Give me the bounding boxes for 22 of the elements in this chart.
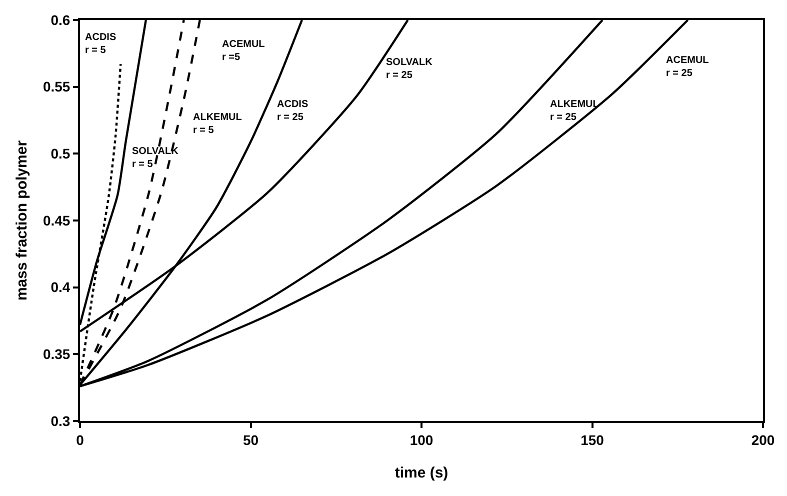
y-tick-label: 0.4 <box>50 279 70 296</box>
annotation: ACEMUL r =5 <box>222 39 265 63</box>
x-tick-label: 50 <box>242 432 259 448</box>
x-tick-label: 200 <box>751 432 775 448</box>
x-axis-title: time (s) <box>394 464 448 482</box>
annotation: ALKEMUL r = 5 <box>193 112 242 136</box>
annotation: ACDIS r = 25 <box>277 99 308 123</box>
y-tick-label: 0.6 <box>50 12 70 28</box>
x-tick-label: 0 <box>76 432 84 448</box>
y-tick-label: 0.45 <box>42 212 70 228</box>
annotation: SOLVALK r = 5 <box>132 146 180 170</box>
y-tick-label: 0.5 <box>50 146 70 162</box>
y-tick-label: 0.35 <box>42 346 70 362</box>
annotation: SOLVALK r = 25 <box>386 57 434 81</box>
y-tick-label: 0.55 <box>42 78 70 95</box>
annotation: ALKEMUL r = 25 <box>550 99 599 123</box>
annotation: ACEMUL r = 25 <box>666 55 709 79</box>
y-tick-label: 0.3 <box>50 412 70 429</box>
x-tick-label: 100 <box>410 432 434 448</box>
annotation: ACDIS r = 5 <box>85 32 116 56</box>
y-axis-title: mass fraction polymer <box>14 140 31 301</box>
x-tick-label: 150 <box>580 432 604 448</box>
